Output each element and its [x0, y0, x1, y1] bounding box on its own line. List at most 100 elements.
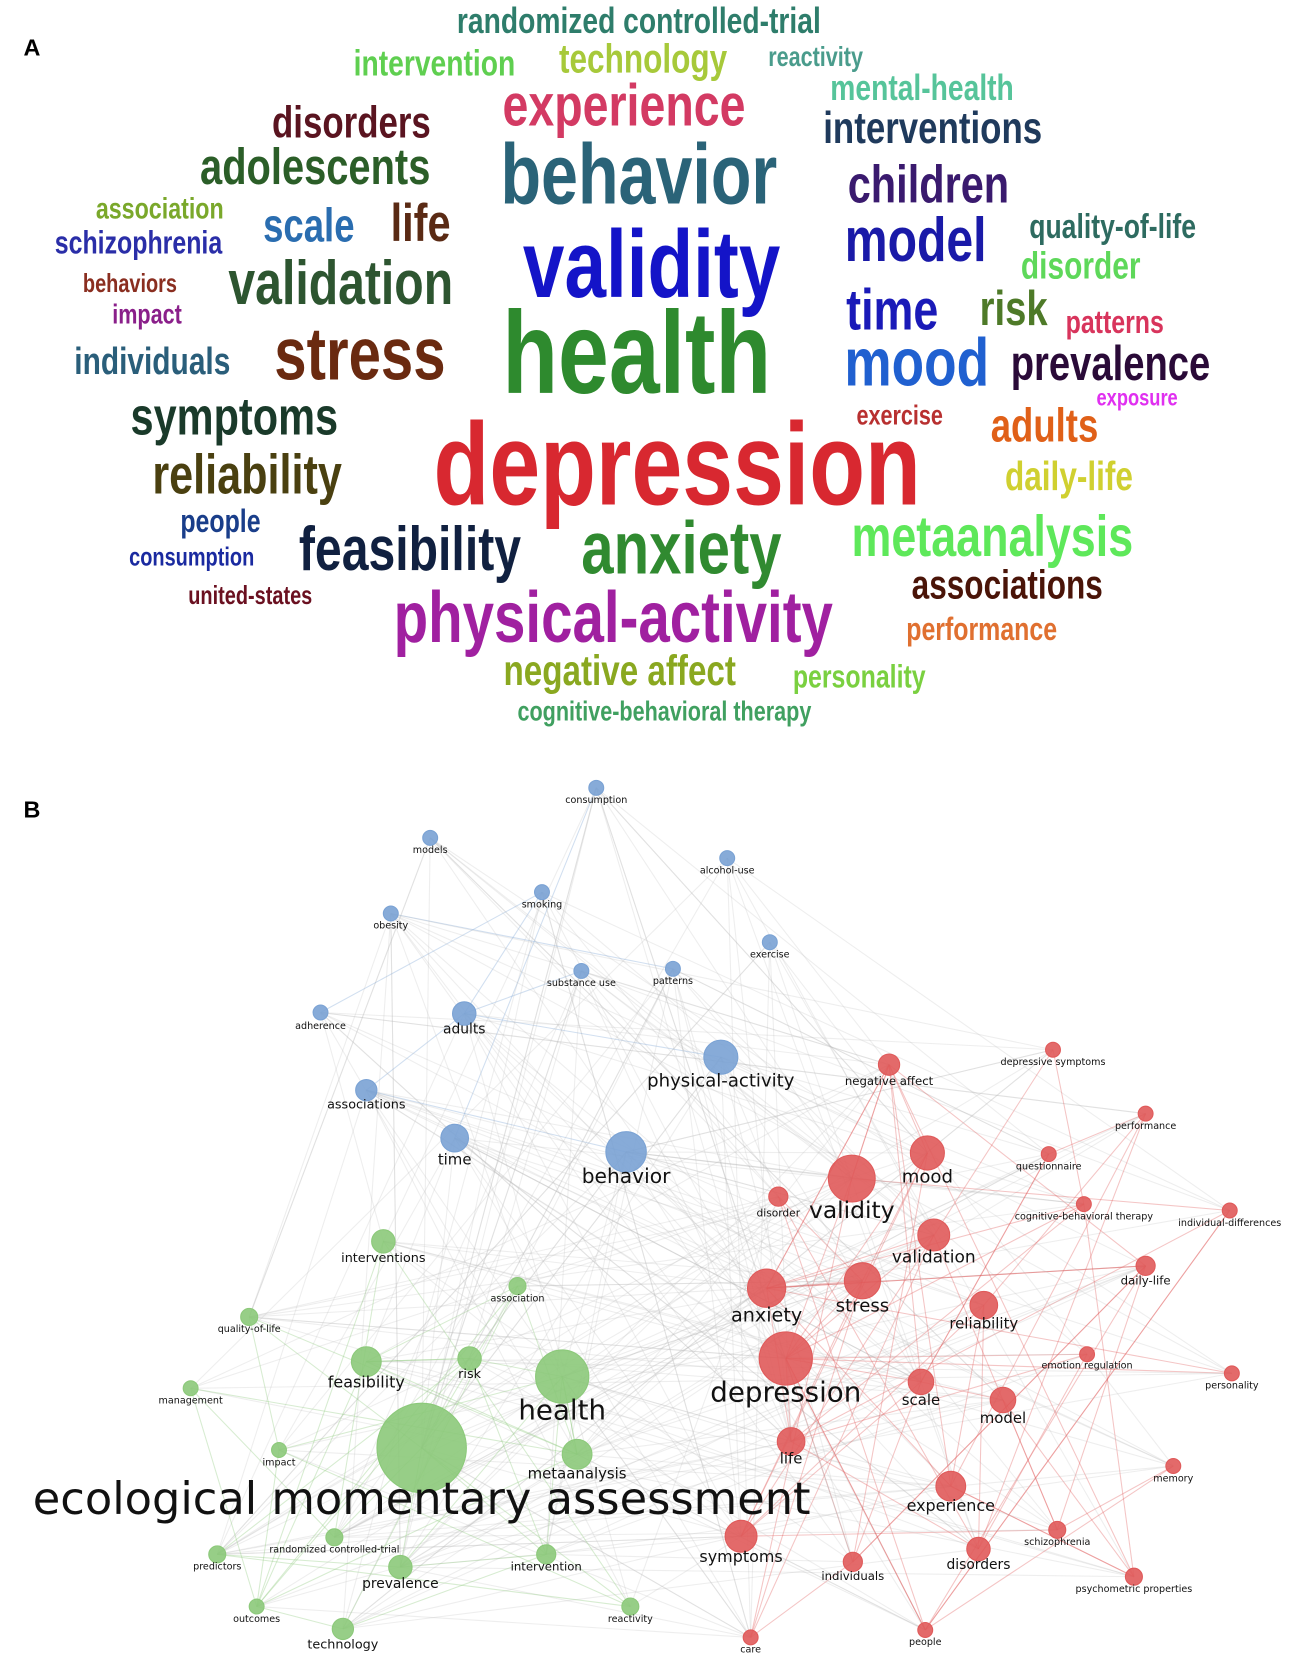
word: stress	[274, 314, 445, 397]
word: experience	[502, 73, 745, 139]
edge	[581, 970, 1230, 1211]
edge	[399, 1064, 890, 1568]
edge	[785, 1358, 926, 1631]
edge	[464, 1013, 721, 1058]
node-label: randomized controlled-trial	[269, 1545, 399, 1556]
edge	[400, 1234, 935, 1568]
edge	[400, 1566, 1134, 1578]
edge	[390, 912, 1233, 1374]
node	[1223, 1365, 1240, 1382]
word: united-states	[188, 581, 312, 610]
edge	[366, 1089, 1233, 1374]
edge	[400, 1553, 547, 1568]
edge	[342, 1553, 547, 1630]
word: reliability	[152, 444, 342, 506]
edge	[595, 787, 792, 1442]
node	[457, 1346, 482, 1371]
edge	[920, 1381, 1004, 1401]
edge	[852, 1265, 1147, 1563]
edge	[190, 1064, 890, 1389]
edge	[541, 891, 1058, 1531]
word: interventions	[823, 104, 1042, 153]
edge	[630, 1535, 742, 1607]
edge	[454, 787, 597, 1139]
network: consumption models alcohol-use smoking obesi…	[33, 779, 1281, 1656]
edge	[320, 891, 543, 1013]
edge	[545, 970, 582, 1555]
node	[355, 1079, 378, 1102]
node-label: stress	[836, 1295, 890, 1316]
word: health	[502, 288, 771, 418]
edge	[383, 1240, 854, 1563]
edge	[454, 1137, 922, 1383]
edge	[1048, 1113, 1146, 1155]
node	[1040, 1146, 1057, 1163]
node	[989, 1386, 1017, 1414]
edge	[785, 1357, 1232, 1374]
edge	[334, 1440, 792, 1538]
word: behavior	[500, 128, 777, 223]
edge	[421, 787, 597, 1449]
edge	[920, 1153, 1050, 1383]
edge	[278, 1449, 631, 1608]
edge	[399, 1376, 563, 1568]
edge	[541, 892, 752, 1638]
edge	[366, 1064, 890, 1363]
node-label: psychometric properties	[1076, 1584, 1193, 1595]
edge	[785, 1152, 928, 1359]
node-label: performance	[1115, 1121, 1176, 1132]
edge	[852, 1152, 928, 1562]
node	[508, 1277, 527, 1296]
edge	[983, 1113, 1147, 1306]
edge	[390, 912, 890, 1066]
edge	[625, 1151, 1058, 1531]
node	[843, 1262, 882, 1300]
node-label: cognitive-behavioral therapy	[1015, 1211, 1154, 1222]
edge	[581, 970, 853, 1179]
edge	[429, 837, 1004, 1401]
edge	[216, 1358, 470, 1555]
node	[312, 1004, 329, 1021]
edge	[421, 837, 431, 1448]
edge	[541, 891, 1088, 1355]
word: patterns	[1066, 305, 1164, 341]
node-label: ecological momentary assessment	[33, 1472, 811, 1525]
edge	[1052, 1049, 1085, 1205]
edge	[766, 1265, 1146, 1289]
edge	[950, 1305, 985, 1487]
edge	[766, 1064, 890, 1289]
edge	[625, 1049, 1054, 1153]
edge	[400, 1196, 779, 1568]
word: symptoms	[130, 388, 338, 447]
edge	[852, 1381, 922, 1563]
edge	[580, 970, 792, 1442]
node-label: daily-life	[1121, 1273, 1171, 1287]
edge	[977, 1305, 985, 1550]
edge	[920, 1153, 1050, 1383]
node-label: emotion regulation	[1042, 1360, 1133, 1371]
word: risk	[980, 281, 1048, 336]
node	[440, 1123, 470, 1153]
node	[842, 1551, 863, 1572]
edge	[888, 1064, 922, 1382]
edge	[977, 1113, 1147, 1550]
edge	[320, 1011, 1054, 1051]
node-label: quality-of-life	[218, 1324, 281, 1335]
word: depression	[434, 400, 921, 530]
edge	[672, 968, 768, 1289]
edge	[248, 837, 431, 1318]
edge	[256, 1241, 384, 1607]
edge	[366, 1285, 518, 1363]
node-label: behavior	[582, 1164, 671, 1188]
node-label: impact	[263, 1457, 296, 1468]
node	[1165, 1458, 1182, 1474]
node	[350, 1346, 382, 1378]
edge	[256, 1606, 751, 1638]
word: reactivity	[768, 42, 863, 72]
edge	[950, 1485, 1135, 1578]
node	[758, 1331, 813, 1386]
edge	[672, 968, 853, 1179]
edge	[454, 1137, 979, 1550]
